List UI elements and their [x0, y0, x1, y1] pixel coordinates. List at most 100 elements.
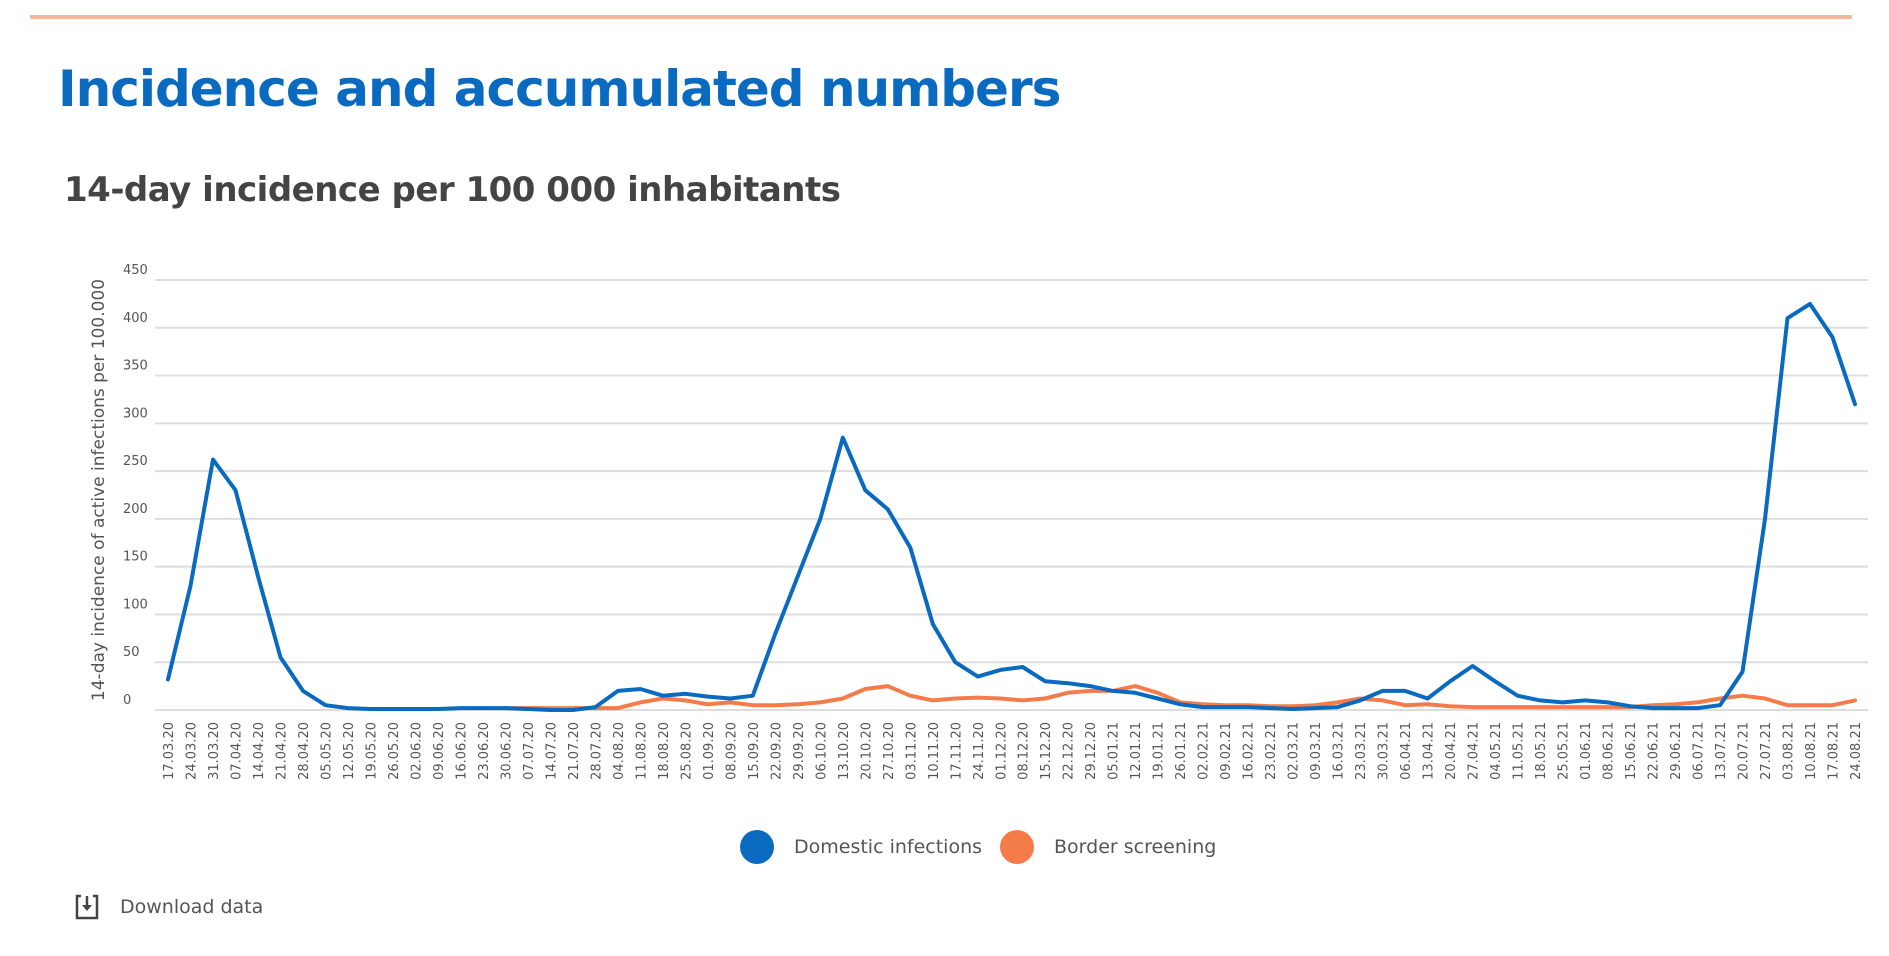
chart-legend: Domestic infections Border screening: [740, 830, 1216, 864]
x-tick-label: 09.02.21: [1219, 722, 1234, 780]
x-tick-label: 13.07.21: [1714, 722, 1729, 780]
x-tick-label: 03.11.20: [904, 722, 919, 780]
incidence-line-chart: 0 50 100 150 200 250 300 350 400 450 17.03.20 24.0…: [89, 263, 1868, 780]
x-tick-label: 25.05.21: [1557, 722, 1572, 780]
x-tick-label: 04.08.20: [612, 722, 627, 780]
legend-label: Domestic infections: [794, 836, 983, 858]
x-tick-label: 08.09.20: [724, 722, 739, 780]
x-tick-label: 16.02.21: [1242, 722, 1257, 780]
x-tick-label: 25.08.20: [679, 722, 694, 780]
x-tick-label: 17.11.20: [949, 722, 964, 780]
download-data-label: Download data: [120, 896, 264, 918]
legend-swatch-domestic: [740, 830, 774, 864]
top-accent-rule: [30, 15, 1852, 19]
x-tick-label: 01.06.21: [1579, 722, 1594, 780]
x-tick-label: 05.05.20: [319, 722, 334, 780]
x-tick-label: 30.03.21: [1377, 722, 1392, 780]
x-tick-label: 01.12.20: [994, 722, 1009, 780]
x-tick-label: 06.10.20: [814, 722, 829, 780]
page-title: Incidence and accumulated numbers: [58, 60, 1061, 118]
x-tick-label: 28.04.20: [297, 722, 312, 780]
x-tick-label: 08.12.20: [1017, 722, 1032, 780]
x-tick-label: 17.08.21: [1827, 722, 1842, 780]
x-tick-label: 16.03.21: [1332, 722, 1347, 780]
x-tick-label: 13.10.20: [837, 722, 852, 780]
x-tick-label: 02.02.21: [1197, 722, 1212, 780]
y-tick-label: 100: [123, 597, 148, 612]
x-tick-label: 31.03.20: [207, 722, 222, 780]
y-tick-label: 250: [123, 454, 148, 469]
x-tick-label: 20.10.20: [859, 722, 874, 780]
x-tick-label: 27.07.21: [1759, 722, 1774, 780]
x-tick-label: 23.02.21: [1264, 722, 1279, 780]
y-axis-title: 14-day incidence of active infections pe…: [89, 279, 109, 701]
x-tick-label: 12.01.21: [1129, 722, 1144, 780]
x-tick-label: 05.01.21: [1107, 722, 1122, 780]
x-tick-label: 27.10.20: [882, 722, 897, 780]
chart-title: 14-day incidence per 100 000 inhabitants: [64, 170, 841, 210]
x-tick-label: 07.04.20: [229, 722, 244, 780]
x-tick-label: 18.08.20: [657, 722, 672, 780]
x-tick-label: 21.07.20: [567, 722, 582, 780]
x-tick-label: 29.09.20: [792, 722, 807, 780]
x-tick-label: 24.03.20: [184, 722, 199, 780]
download-icon: [75, 894, 99, 920]
x-tick-label: 13.04.21: [1422, 722, 1437, 780]
x-tick-label: 03.08.21: [1782, 722, 1797, 780]
x-tick-label: 12.05.20: [342, 722, 357, 780]
legend-item-border-screening[interactable]: Border screening: [1000, 830, 1216, 864]
x-tick-label: 07.07.20: [522, 722, 537, 780]
x-tick-label: 14.04.20: [252, 722, 267, 780]
x-tick-label: 26.05.20: [387, 722, 402, 780]
y-tick-label: 300: [123, 406, 148, 421]
x-tick-label: 23.06.20: [477, 722, 492, 780]
x-tick-label: 09.06.20: [432, 722, 447, 780]
legend-swatch-border: [1000, 830, 1035, 864]
x-tick-label: 29.06.21: [1669, 722, 1684, 780]
x-tick-label: 01.09.20: [702, 722, 717, 780]
y-tick-label: 150: [123, 550, 148, 565]
x-tick-label: 22.06.21: [1647, 722, 1662, 780]
x-tick-label: 22.12.20: [1062, 722, 1077, 780]
legend-label: Border screening: [1054, 836, 1217, 858]
series-line-domestic-infections: [166, 301, 1857, 712]
x-tick-label: 08.06.21: [1602, 722, 1617, 780]
x-tick-label: 09.03.21: [1309, 722, 1324, 780]
y-tick-label: 450: [123, 263, 148, 278]
download-data-button[interactable]: Download data: [74, 893, 263, 921]
series-lines: [166, 301, 1857, 712]
x-tick-label: 15.12.20: [1039, 722, 1054, 780]
x-tick-label: 19.01.21: [1152, 722, 1167, 780]
x-tick-label: 17.03.20: [162, 722, 177, 780]
x-tick-label: 29.12.20: [1084, 722, 1099, 780]
y-axis-ticks: 0 50 100 150 200 250 300 350 400 450: [123, 263, 148, 708]
x-tick-label: 15.09.20: [747, 722, 762, 780]
x-tick-label: 18.05.21: [1534, 722, 1549, 780]
x-tick-label: 02.03.21: [1287, 722, 1302, 780]
x-tick-label: 02.06.20: [409, 722, 424, 780]
x-tick-label: 19.05.20: [364, 722, 379, 780]
x-tick-label: 23.03.21: [1354, 722, 1369, 780]
x-tick-label: 21.04.20: [274, 722, 289, 780]
gridlines: [155, 279, 1868, 711]
x-tick-label: 28.07.20: [589, 722, 604, 780]
legend-item-domestic-infections[interactable]: Domestic infections: [740, 830, 982, 864]
x-tick-label: 27.04.21: [1467, 722, 1482, 780]
y-tick-label: 200: [123, 502, 148, 517]
x-tick-label: 22.09.20: [769, 722, 784, 780]
x-tick-label: 06.04.21: [1399, 722, 1414, 780]
x-tick-label: 14.07.20: [544, 722, 559, 780]
x-axis-ticks: 17.03.20 24.03.20 31.03.20 07.04.20 14.04.20…: [162, 722, 1864, 780]
x-tick-label: 26.01.21: [1174, 722, 1189, 780]
x-tick-label: 20.04.21: [1444, 722, 1459, 780]
x-tick-label: 20.07.21: [1737, 722, 1752, 780]
y-tick-label: 50: [123, 645, 140, 660]
x-tick-label: 24.08.21: [1849, 722, 1864, 780]
x-tick-label: 06.07.21: [1692, 722, 1707, 780]
y-tick-label: 0: [123, 693, 131, 708]
x-tick-label: 16.06.20: [454, 722, 469, 780]
x-tick-label: 11.08.20: [634, 722, 649, 780]
x-tick-label: 15.06.21: [1624, 722, 1639, 780]
x-tick-label: 30.06.20: [499, 722, 514, 780]
x-tick-label: 04.05.21: [1489, 722, 1504, 780]
